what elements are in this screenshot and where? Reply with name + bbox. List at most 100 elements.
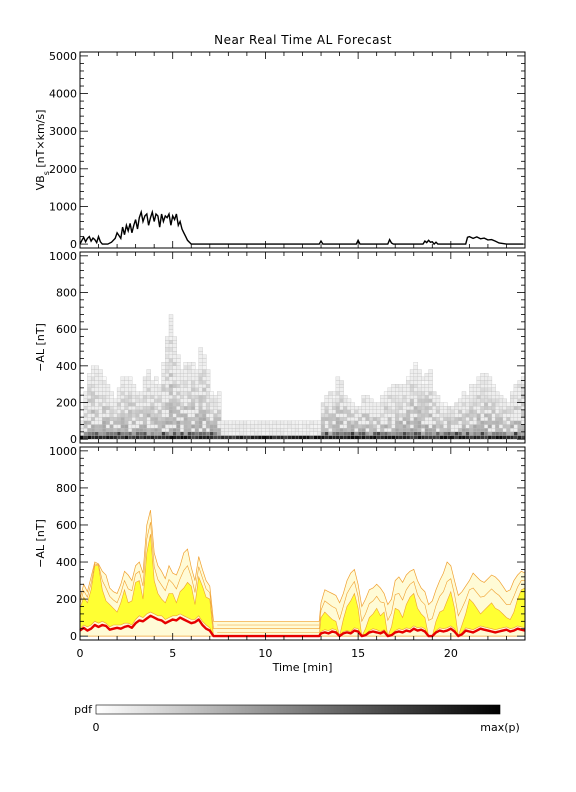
pdf-cell — [202, 373, 207, 377]
pdf-cell — [421, 406, 426, 410]
pdf-cell — [395, 417, 400, 421]
pdf-cell — [172, 380, 177, 385]
pdf-cell — [198, 347, 203, 352]
pdf-cell — [198, 369, 203, 374]
pdf-cell — [250, 420, 255, 425]
pdf-cell — [217, 395, 222, 399]
pdf-cell — [83, 435, 88, 440]
pdf-cell — [372, 431, 378, 436]
pdf-cell — [424, 413, 430, 418]
pdf-cell — [491, 428, 496, 432]
pdf-cell — [380, 417, 385, 421]
pdf-cell — [239, 431, 244, 436]
pdf-cell — [465, 413, 470, 418]
y-tick-label: 600 — [56, 519, 77, 532]
pdf-cell — [191, 402, 196, 407]
pdf-cell — [139, 420, 144, 425]
pdf-cell — [261, 431, 266, 436]
pdf-cell — [98, 428, 103, 432]
pdf-cell — [135, 417, 140, 421]
pdf-cell — [469, 431, 474, 436]
pdf-cell — [161, 369, 166, 374]
pdf-cell — [165, 428, 170, 432]
pdf-cell — [402, 420, 407, 425]
pdf-cell — [484, 406, 489, 410]
pdf-cell — [128, 435, 133, 440]
pdf-cell — [102, 387, 107, 392]
pdf-cell — [320, 406, 326, 410]
pdf-cell — [517, 398, 522, 403]
pdf-cell — [513, 402, 519, 407]
pdf-cell — [417, 435, 422, 440]
pdf-cell — [432, 402, 437, 407]
pdf-cell — [417, 376, 422, 381]
pdf-cell — [131, 395, 137, 399]
pdf-cell — [417, 369, 422, 374]
pdf-cell — [280, 420, 285, 425]
pdf-cell — [487, 387, 493, 392]
pdf-cell — [513, 409, 519, 414]
pdf-cell — [205, 402, 211, 407]
pdf-cell — [202, 413, 207, 418]
pdf-cell — [495, 391, 500, 396]
pdf-cell — [435, 420, 441, 425]
pdf-cell — [209, 402, 214, 407]
pdf-cell — [332, 395, 337, 399]
pdf-cell — [498, 424, 504, 429]
pdf-cell — [387, 424, 392, 429]
pdf-cell — [128, 384, 133, 388]
pdf-cell — [183, 402, 188, 407]
pdf-cell — [257, 428, 263, 432]
pdf-cell — [332, 428, 337, 432]
pdf-cell — [495, 402, 500, 407]
pdf-cell — [90, 409, 96, 414]
pdf-cell — [320, 431, 326, 436]
pdf-cell — [139, 431, 144, 436]
pdf-cell — [146, 413, 151, 418]
pdf-cell — [402, 417, 407, 421]
pdf-cell — [90, 435, 96, 440]
pdf-cell — [346, 417, 352, 421]
pdf-cell — [150, 395, 155, 399]
pdf-cell — [161, 435, 166, 440]
pdf-cell — [83, 406, 88, 410]
pdf-cell — [202, 402, 207, 407]
pdf-cell — [291, 428, 296, 432]
pdf-cell — [484, 384, 489, 388]
pdf-cell — [239, 428, 244, 432]
pdf-cell — [395, 406, 400, 410]
pdf-cell — [487, 424, 493, 429]
pdf-cell — [179, 431, 185, 436]
pdf-cell — [506, 402, 511, 407]
pdf-cell — [406, 376, 411, 381]
pdf-cell — [306, 420, 311, 425]
pdf-cell — [309, 431, 315, 436]
pdf-cell — [194, 413, 200, 418]
pdf-cell — [361, 417, 366, 421]
pdf-cell — [472, 428, 478, 432]
pdf-cell — [435, 431, 441, 436]
pdf-cell — [413, 413, 418, 418]
pdf-cell — [461, 417, 467, 421]
pdf-cell — [198, 398, 203, 403]
pdf-cell — [395, 431, 400, 436]
pdf-cell — [168, 380, 174, 385]
pdf-cell — [443, 413, 448, 418]
pdf-cell — [324, 406, 329, 410]
pdf-cell — [198, 365, 203, 370]
pdf-cell — [461, 409, 467, 414]
pdf-cell — [116, 387, 122, 392]
pdf-cell — [487, 431, 493, 436]
pdf-cell — [102, 402, 107, 407]
pdf-cell — [179, 402, 185, 407]
pdf-cell — [428, 409, 433, 414]
pdf-cell — [324, 402, 329, 407]
pdf-cell — [465, 417, 470, 421]
pdf-cell — [87, 380, 92, 385]
pdf-cell — [176, 409, 181, 414]
pdf-cell — [176, 435, 181, 440]
pdf-cell — [161, 365, 166, 370]
pdf-cell — [365, 428, 370, 432]
pdf-cell — [454, 417, 459, 421]
pdf-cell — [343, 424, 348, 429]
